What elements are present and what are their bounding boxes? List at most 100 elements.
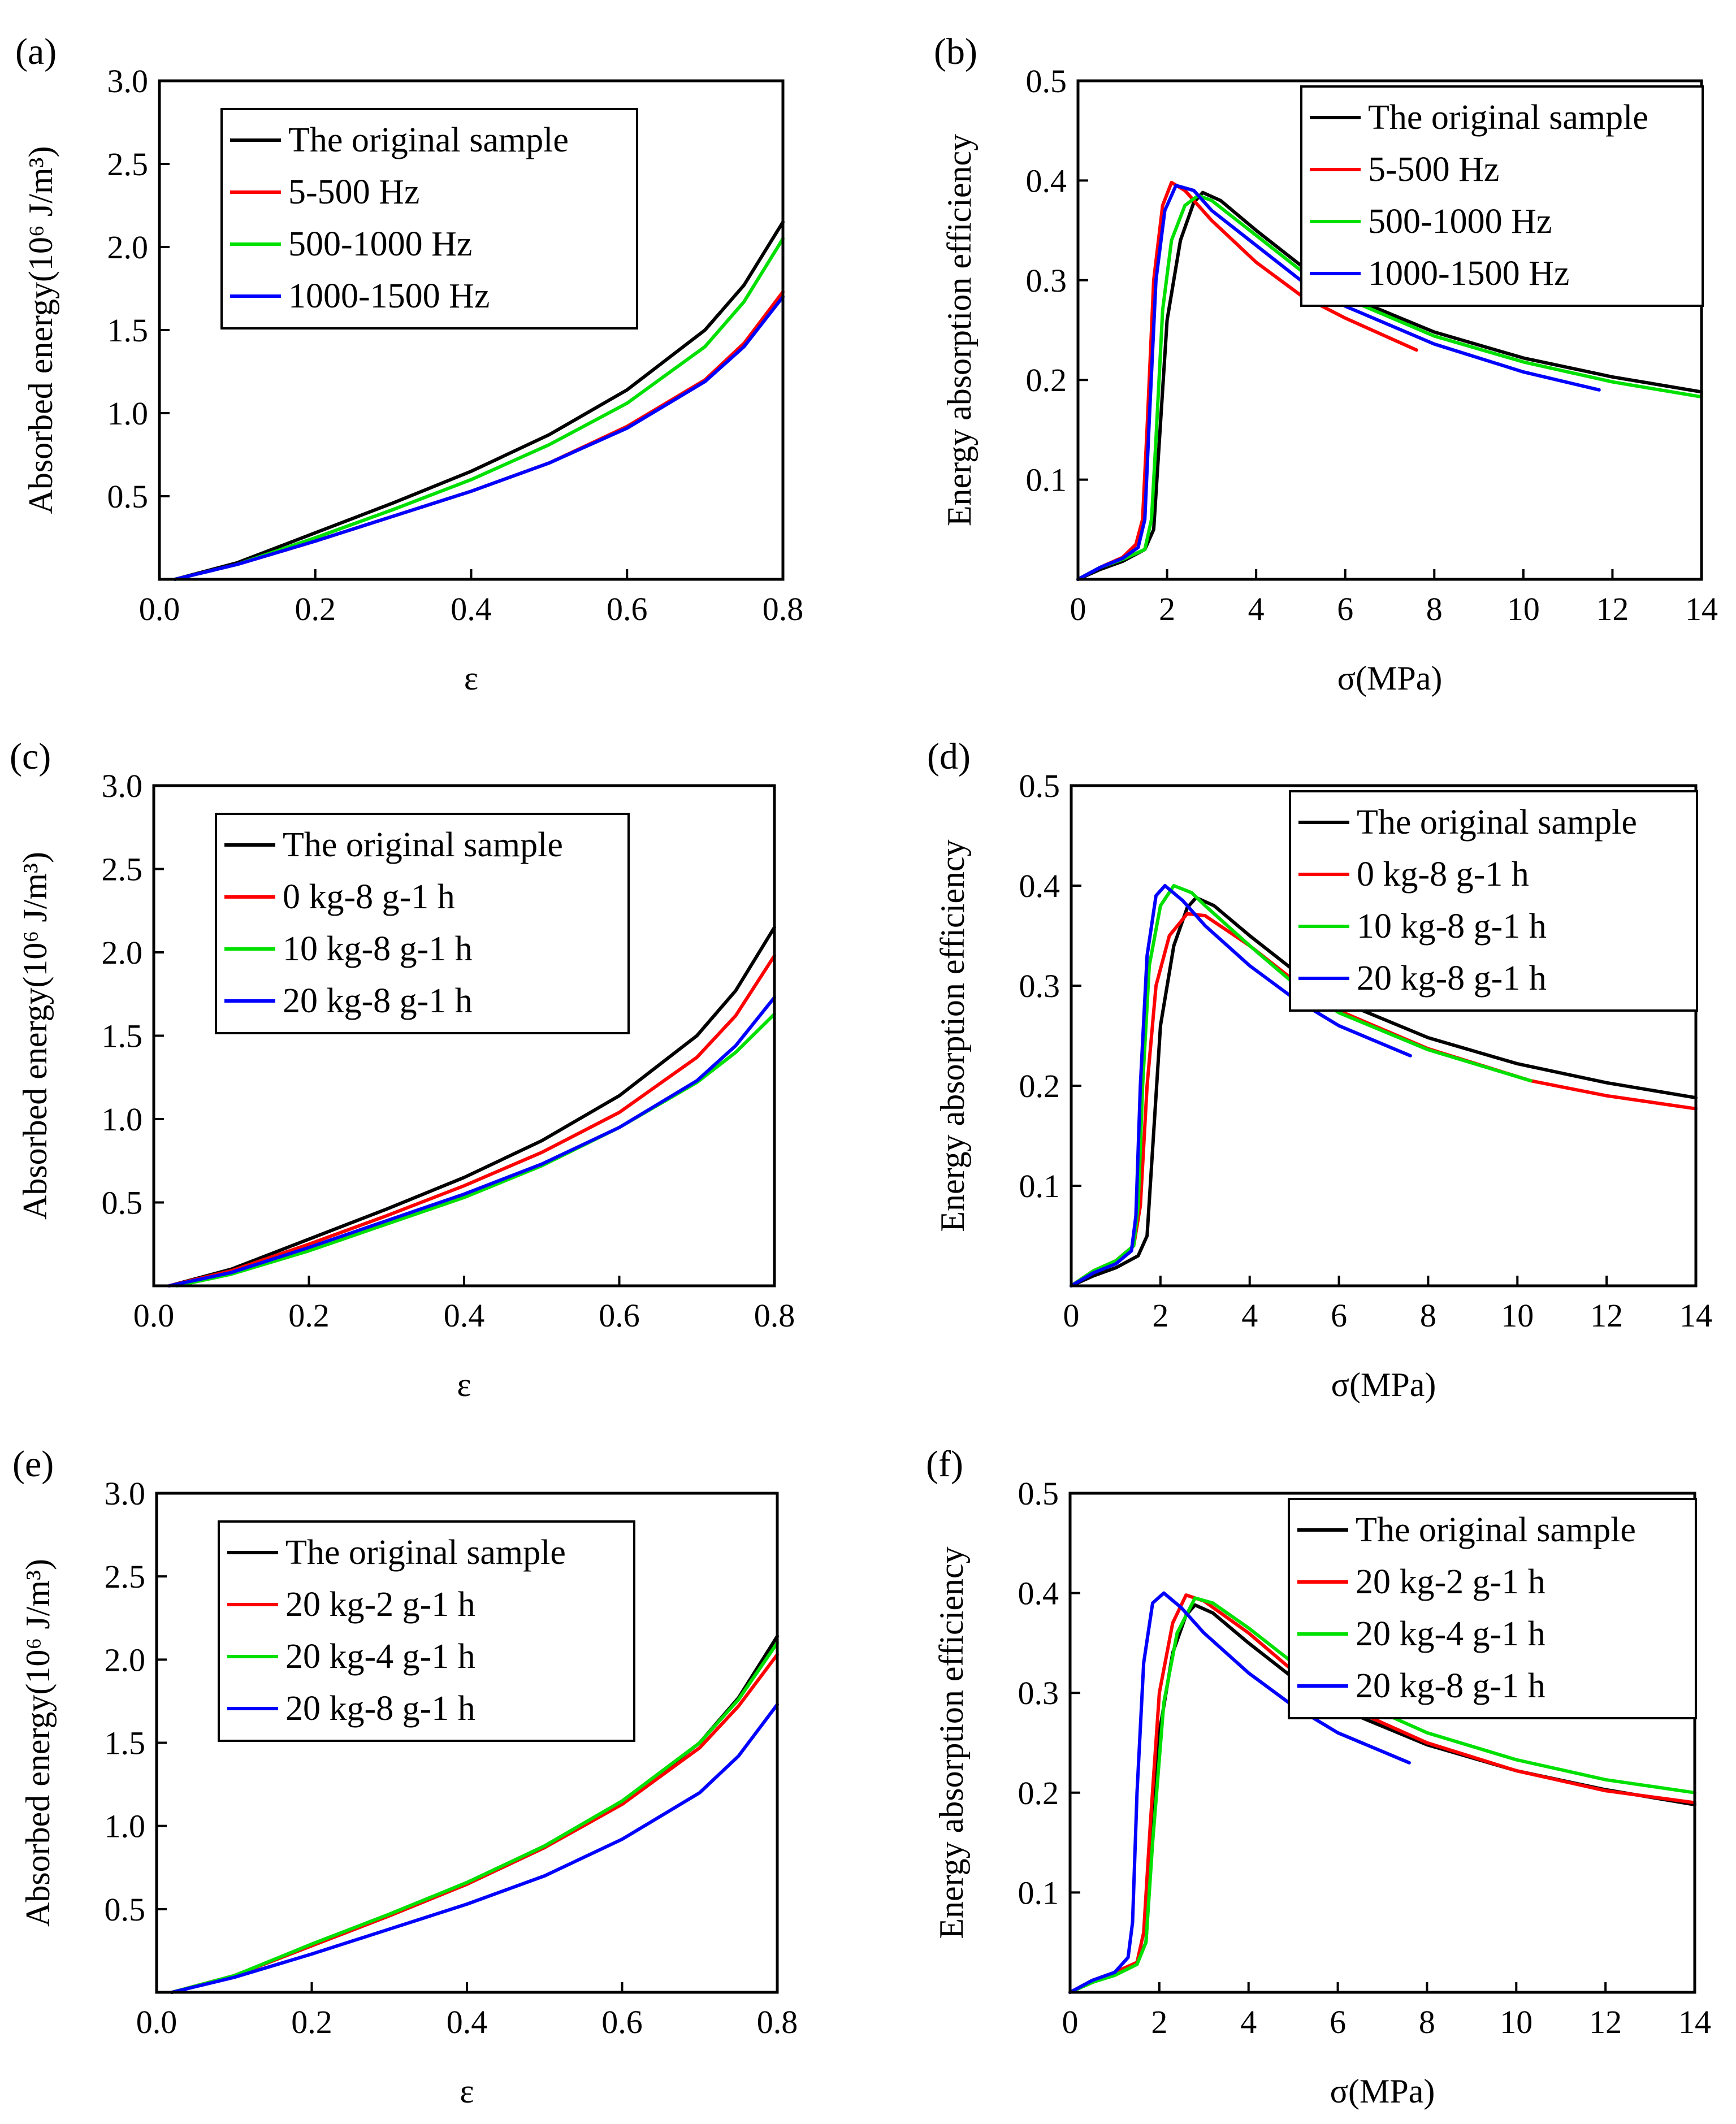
legend-entry: 10 kg-8 g-1 h (283, 930, 473, 968)
legend-entry: 0 kg-8 g-1 h (1357, 855, 1529, 894)
x-axis-title: ε (457, 1366, 471, 1403)
legend: The original sample 5-500 Hz 500-1000 Hz 10… (220, 108, 638, 330)
series-lines (170, 1635, 779, 1994)
y-tick-label: 0.4 (1019, 868, 1060, 904)
x-tick-label: 0.2 (295, 591, 336, 627)
x-tick-label: 2 (1151, 2004, 1167, 2040)
series-line-4 (167, 995, 776, 1288)
y-tick-label: 0.3 (1018, 1675, 1059, 1711)
y-tick-label: 2.5 (105, 1558, 146, 1595)
x-tick-label: 6 (1337, 591, 1353, 627)
y-tick-label: 0.5 (105, 1891, 146, 1928)
x-tick-label: 0.2 (288, 1297, 330, 1334)
x-tick-label: 4 (1240, 2004, 1257, 2040)
y-tick-label: 2.5 (107, 146, 149, 183)
x-tick-label: 12 (1590, 1297, 1623, 1334)
plot-frame (1076, 79, 1703, 581)
x-tick-label: 0 (1063, 1297, 1080, 1334)
x-axis-title: ε (464, 660, 478, 697)
legend-entry: 1000-1500 Hz (288, 277, 490, 315)
chart-panel-c: 0.0 0.2 0.4 0.6 0.8 0.5 1.0 1.5 2.0 2.5 3.0 ε Absorb… (10, 736, 795, 1403)
y-tick-label: 2.0 (102, 934, 143, 971)
y-tick-label: 0.2 (1026, 362, 1067, 398)
x-tick-label: 12 (1589, 2004, 1622, 2040)
legend-entry: 20 kg-2 g-1 h (285, 1585, 475, 1624)
x-tick-label: 0.6 (599, 1297, 640, 1334)
y-tick-label: 0.3 (1026, 262, 1067, 299)
x-tick-label: 0 (1070, 591, 1086, 627)
x-tick-label: 0.0 (136, 2004, 178, 2040)
series-lines (1068, 1591, 1696, 1994)
series-line-1 (167, 925, 776, 1288)
legend-entry: 5-500 Hz (1368, 150, 1499, 189)
x-tick-label: 0.6 (607, 591, 648, 627)
x-tick-label: 14 (1678, 2004, 1711, 2040)
y-tick-label: 3.0 (102, 768, 143, 804)
legend-entry: 20 kg-4 g-1 h (285, 1637, 475, 1676)
x-tick-label: 0.2 (291, 2004, 332, 2040)
legend-entry: 1000-1500 Hz (1368, 254, 1569, 293)
series-line-3 (170, 1641, 779, 1994)
legend-box (218, 1520, 635, 1742)
y-tick-label: 0.3 (1019, 968, 1060, 1004)
panel-label: (e) (12, 1444, 54, 1485)
legend-box (220, 108, 638, 330)
x-axis-title: ε (460, 2073, 474, 2110)
y-tick-label: 0.5 (1018, 1475, 1059, 1512)
x-tick-label: 10 (1507, 591, 1540, 627)
legend-entry: The original sample (1368, 98, 1648, 137)
y-tick-label: 1.0 (105, 1808, 146, 1845)
x-tick-label: 0.6 (601, 2004, 643, 2040)
x-tick-label: 6 (1331, 1297, 1347, 1334)
series-line-4 (1068, 1591, 1411, 1994)
y-tick-label: 0.1 (1018, 1874, 1059, 1911)
legend-entry: 0 kg-8 g-1 h (283, 878, 455, 916)
series-line-4 (1076, 184, 1601, 581)
legend-entry: The original sample (288, 121, 569, 159)
legend-entry: 20 kg-2 g-1 h (1356, 1563, 1545, 1601)
y-tick-label: 1.0 (102, 1101, 143, 1138)
x-tick-label: 4 (1241, 1297, 1258, 1334)
y-tick-label: 2.0 (105, 1641, 146, 1678)
x-axis-title: σ(MPa) (1337, 660, 1443, 697)
panel-label: (d) (927, 736, 971, 777)
x-tick-label: 0 (1062, 2004, 1079, 2040)
y-tick-label: 1.5 (107, 312, 149, 349)
chart-panel-d: 0 2 4 6 8 10 12 14 0.1 0.2 0.3 0.4 0.5 σ(MPa) Energy a… (927, 736, 1712, 1403)
y-tick-label: 0.1 (1026, 462, 1067, 499)
plot-frame (1068, 1492, 1696, 1994)
x-tick-label: 0.0 (139, 591, 180, 627)
x-tick-label: 8 (1426, 591, 1443, 627)
y-tick-label: 2.5 (102, 851, 143, 888)
y-tick-label: 1.5 (105, 1725, 146, 1762)
series-line-2 (167, 953, 776, 1288)
x-tick-label: 0.4 (447, 2004, 488, 2040)
y-tick-label: 1.5 (102, 1018, 143, 1055)
x-tick-label: 8 (1419, 2004, 1435, 2040)
panel-label: (b) (934, 31, 977, 72)
legend-box (1289, 790, 1698, 1012)
legend-entry: The original sample (1356, 1511, 1636, 1549)
y-tick-label: 0.5 (1026, 63, 1067, 99)
legend-entry: 5-500 Hz (288, 173, 419, 211)
y-axis-title: Absorbed energy(10⁶ J/m³) (22, 146, 59, 514)
y-axis-title: Absorbed energy(10⁶ J/m³) (19, 1559, 57, 1927)
y-axis-title: Energy absorption efficiency (933, 1546, 970, 1939)
legend-entry: 20 kg-4 g-1 h (1356, 1615, 1545, 1653)
x-tick-label: 14 (1679, 1297, 1712, 1334)
panel-label: (f) (926, 1444, 963, 1485)
series-line-4 (1070, 884, 1412, 1288)
x-tick-label: 14 (1685, 591, 1718, 627)
chart-panel-a: 0.0 0.2 0.4 0.6 0.8 0.5 1.0 1.5 2.0 2.5 3.0 ε Absorb… (15, 31, 803, 697)
y-tick-label: 2.0 (107, 229, 149, 266)
chart-panel-f: 0 2 4 6 8 10 12 14 0.1 0.2 0.3 0.4 0.5 σ(MPa) Energy a… (926, 1444, 1711, 2110)
legend-box (1288, 1498, 1697, 1719)
series-line-2 (1068, 1593, 1696, 1994)
y-tick-label: 0.4 (1018, 1575, 1059, 1612)
x-tick-label: 0.4 (451, 591, 492, 627)
legend: The original sample 0 kg-8 g-1 h 10 kg-8 g… (215, 813, 630, 1034)
legend-entry: The original sample (283, 826, 563, 864)
legend-entry: 10 kg-8 g-1 h (1357, 907, 1547, 946)
legend-box (1300, 85, 1704, 307)
